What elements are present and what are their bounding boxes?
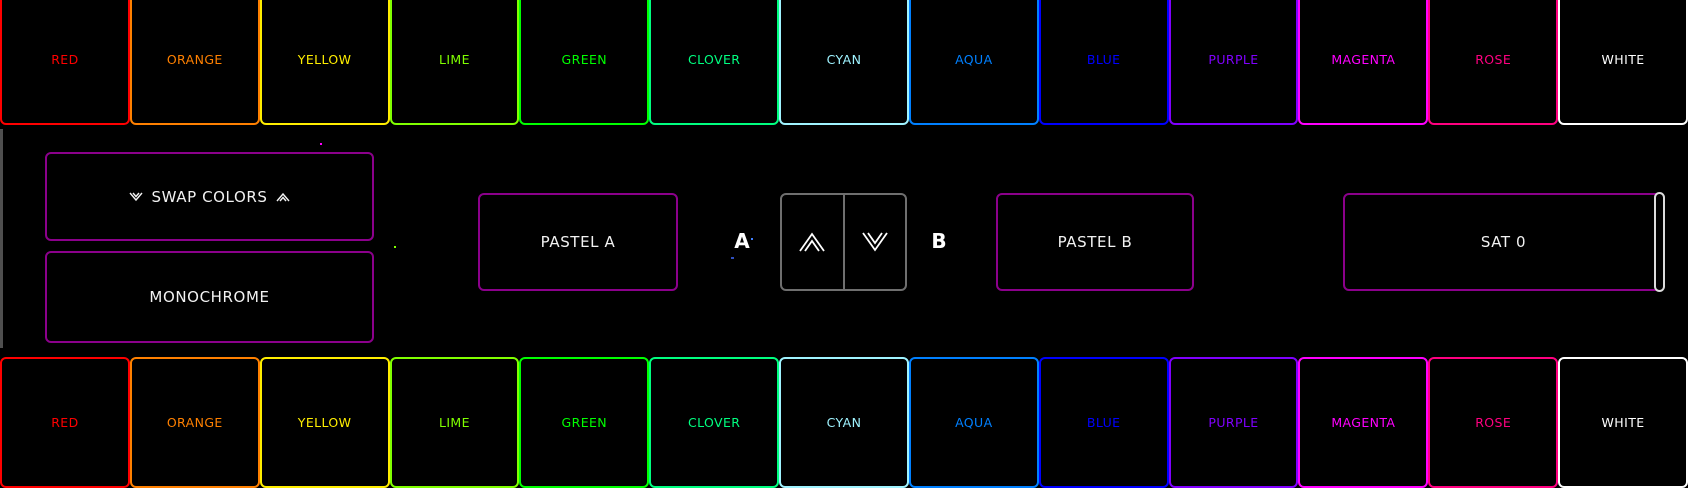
stray-pixel (751, 238, 753, 240)
palette-color-label: LIME (438, 52, 470, 67)
pastel-b-label: PASTEL B (1057, 233, 1133, 251)
palette-bottom-clover-button[interactable]: CLOVER (649, 357, 780, 488)
palette-top-red-button[interactable]: RED (0, 0, 130, 125)
palette-top-cyan-button[interactable]: CYAN (779, 0, 909, 125)
palette-color-label: AQUA (955, 52, 993, 67)
palette-bottom-green-button[interactable]: GREEN (519, 357, 650, 488)
palette-top-green-button[interactable]: GREEN (519, 0, 650, 125)
palette-color-label: GREEN (561, 52, 608, 67)
palette-bottom-rose-button[interactable]: ROSE (1428, 357, 1559, 488)
palette-color-label: GREEN (561, 415, 608, 430)
palette-bottom-lime-button[interactable]: LIME (389, 357, 520, 488)
chevron-down-icon (860, 229, 890, 255)
palette-top-rose-button[interactable]: ROSE (1428, 0, 1559, 125)
palette-top-aqua-button[interactable]: AQUA (908, 0, 1039, 125)
palette-color-label: MAGENTA (1331, 415, 1396, 430)
monochrome-label: MONOCHROME (149, 288, 270, 306)
palette-top-purple-button[interactable]: PURPLE (1168, 0, 1299, 125)
palette-top-yellow-button[interactable]: YELLOW (259, 0, 390, 125)
palette-color-label: AQUA (955, 415, 993, 430)
sat-slider-label: SAT 0 (1480, 233, 1527, 251)
palette-bottom-row: RED ORANGE YELLOW LIME GREEN CLOVER CYAN AQUA BL… (0, 357, 1688, 488)
palette-color-label: MAGENTA (1331, 52, 1396, 67)
stray-pixel (731, 257, 734, 259)
palette-top-white-button[interactable]: WHITE (1558, 0, 1688, 125)
slot-a-label: A (734, 229, 750, 253)
palette-bottom-white-button[interactable]: WHITE (1558, 357, 1688, 488)
palette-color-label: BLUE (1086, 415, 1121, 430)
palette-top-lime-button[interactable]: LIME (389, 0, 520, 125)
palette-color-label: ORANGE (166, 52, 223, 67)
palette-color-label: WHITE (1601, 52, 1645, 67)
palette-top-blue-button[interactable]: BLUE (1038, 0, 1169, 125)
pastel-a-label: PASTEL A (540, 233, 616, 251)
palette-top-clover-button[interactable]: CLOVER (649, 0, 780, 125)
stray-pixel (320, 143, 322, 145)
palette-color-label: CLOVER (687, 52, 741, 67)
palette-color-label: PURPLE (1208, 52, 1259, 67)
palette-color-label: ORANGE (166, 415, 223, 430)
sat-slider[interactable]: SAT 0 (1343, 193, 1664, 291)
palette-color-label: PURPLE (1208, 415, 1259, 430)
stray-pixel (394, 246, 396, 248)
left-edge-strip (0, 129, 3, 348)
chevron-up-icon (275, 190, 290, 204)
palette-bottom-red-button[interactable]: RED (0, 357, 130, 488)
chevron-down-icon (129, 190, 144, 204)
swap-direction-box (780, 193, 907, 291)
palette-color-label: WHITE (1601, 415, 1645, 430)
palette-top-orange-button[interactable]: ORANGE (129, 0, 260, 125)
palette-top-row: RED ORANGE YELLOW LIME GREEN CLOVER CYAN AQUA BL… (0, 0, 1688, 125)
palette-color-label: YELLOW (297, 415, 352, 430)
palette-bottom-cyan-button[interactable]: CYAN (779, 357, 909, 488)
monochrome-button[interactable]: MONOCHROME (45, 251, 374, 343)
palette-color-label: ROSE (1475, 415, 1512, 430)
palette-color-label: CYAN (826, 52, 862, 67)
palette-color-label: RED (51, 415, 79, 430)
chevron-down-button[interactable] (842, 195, 906, 289)
palette-color-label: LIME (438, 415, 470, 430)
chevron-up-icon (797, 229, 827, 255)
pastel-b-button[interactable]: PASTEL B (996, 193, 1194, 291)
swap-colors-label: SWAP COLORS (151, 187, 268, 206)
palette-color-label: CLOVER (687, 415, 741, 430)
palette-color-label: RED (51, 52, 79, 67)
palette-top-magenta-button[interactable]: MAGENTA (1298, 0, 1429, 125)
chevron-up-button[interactable] (782, 195, 843, 289)
palette-color-label: YELLOW (297, 52, 352, 67)
sat-slider-handle[interactable] (1654, 192, 1665, 292)
slot-b-label: B (931, 229, 947, 253)
palette-color-label: ROSE (1475, 52, 1512, 67)
palette-color-label: BLUE (1086, 52, 1121, 67)
palette-bottom-blue-button[interactable]: BLUE (1038, 357, 1169, 488)
palette-color-label: CYAN (826, 415, 862, 430)
swap-colors-button[interactable]: SWAP COLORS (45, 152, 374, 241)
palette-bottom-magenta-button[interactable]: MAGENTA (1298, 357, 1429, 488)
palette-bottom-aqua-button[interactable]: AQUA (908, 357, 1039, 488)
palette-bottom-orange-button[interactable]: ORANGE (129, 357, 260, 488)
pastel-a-button[interactable]: PASTEL A (478, 193, 678, 291)
palette-bottom-yellow-button[interactable]: YELLOW (259, 357, 390, 488)
palette-bottom-purple-button[interactable]: PURPLE (1168, 357, 1299, 488)
